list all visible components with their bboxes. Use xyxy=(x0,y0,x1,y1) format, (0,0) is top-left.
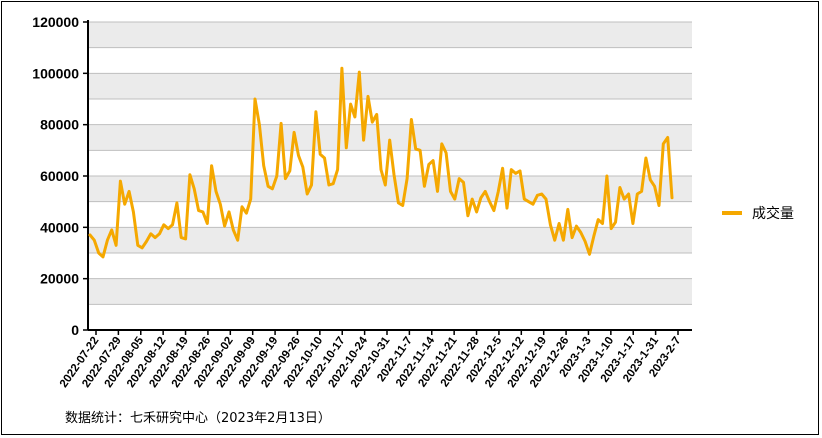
y-tick-label: 0 xyxy=(71,322,79,338)
y-tick-label: 120000 xyxy=(32,14,79,30)
legend[interactable]: 成交量 xyxy=(722,205,794,222)
y-tick-label: 80000 xyxy=(40,117,79,133)
grid-band xyxy=(88,278,692,305)
y-tick-label: 100000 xyxy=(32,65,79,81)
y-tick-label: 60000 xyxy=(40,168,79,184)
grid-band xyxy=(88,227,692,253)
source-note: 数据统计：七禾研究中心（2023年2月13日） xyxy=(65,411,331,426)
series-line xyxy=(88,66,674,259)
grid-band xyxy=(88,22,692,48)
y-tick-label: 40000 xyxy=(40,219,79,235)
y-axis-ticks: 0 20000 40000 60000 80000 100000 120000 xyxy=(32,14,88,338)
grid-band xyxy=(88,73,692,99)
gridlines xyxy=(88,21,692,305)
legend-label: 成交量 xyxy=(752,205,794,222)
grid-band xyxy=(88,176,692,202)
series-layer xyxy=(88,66,674,259)
x-axis-ticks: 2022-07-222022-07-292022-08-052022-08-12… xyxy=(58,330,683,390)
y-tick-label: 20000 xyxy=(40,271,79,287)
plot-background xyxy=(88,22,692,305)
